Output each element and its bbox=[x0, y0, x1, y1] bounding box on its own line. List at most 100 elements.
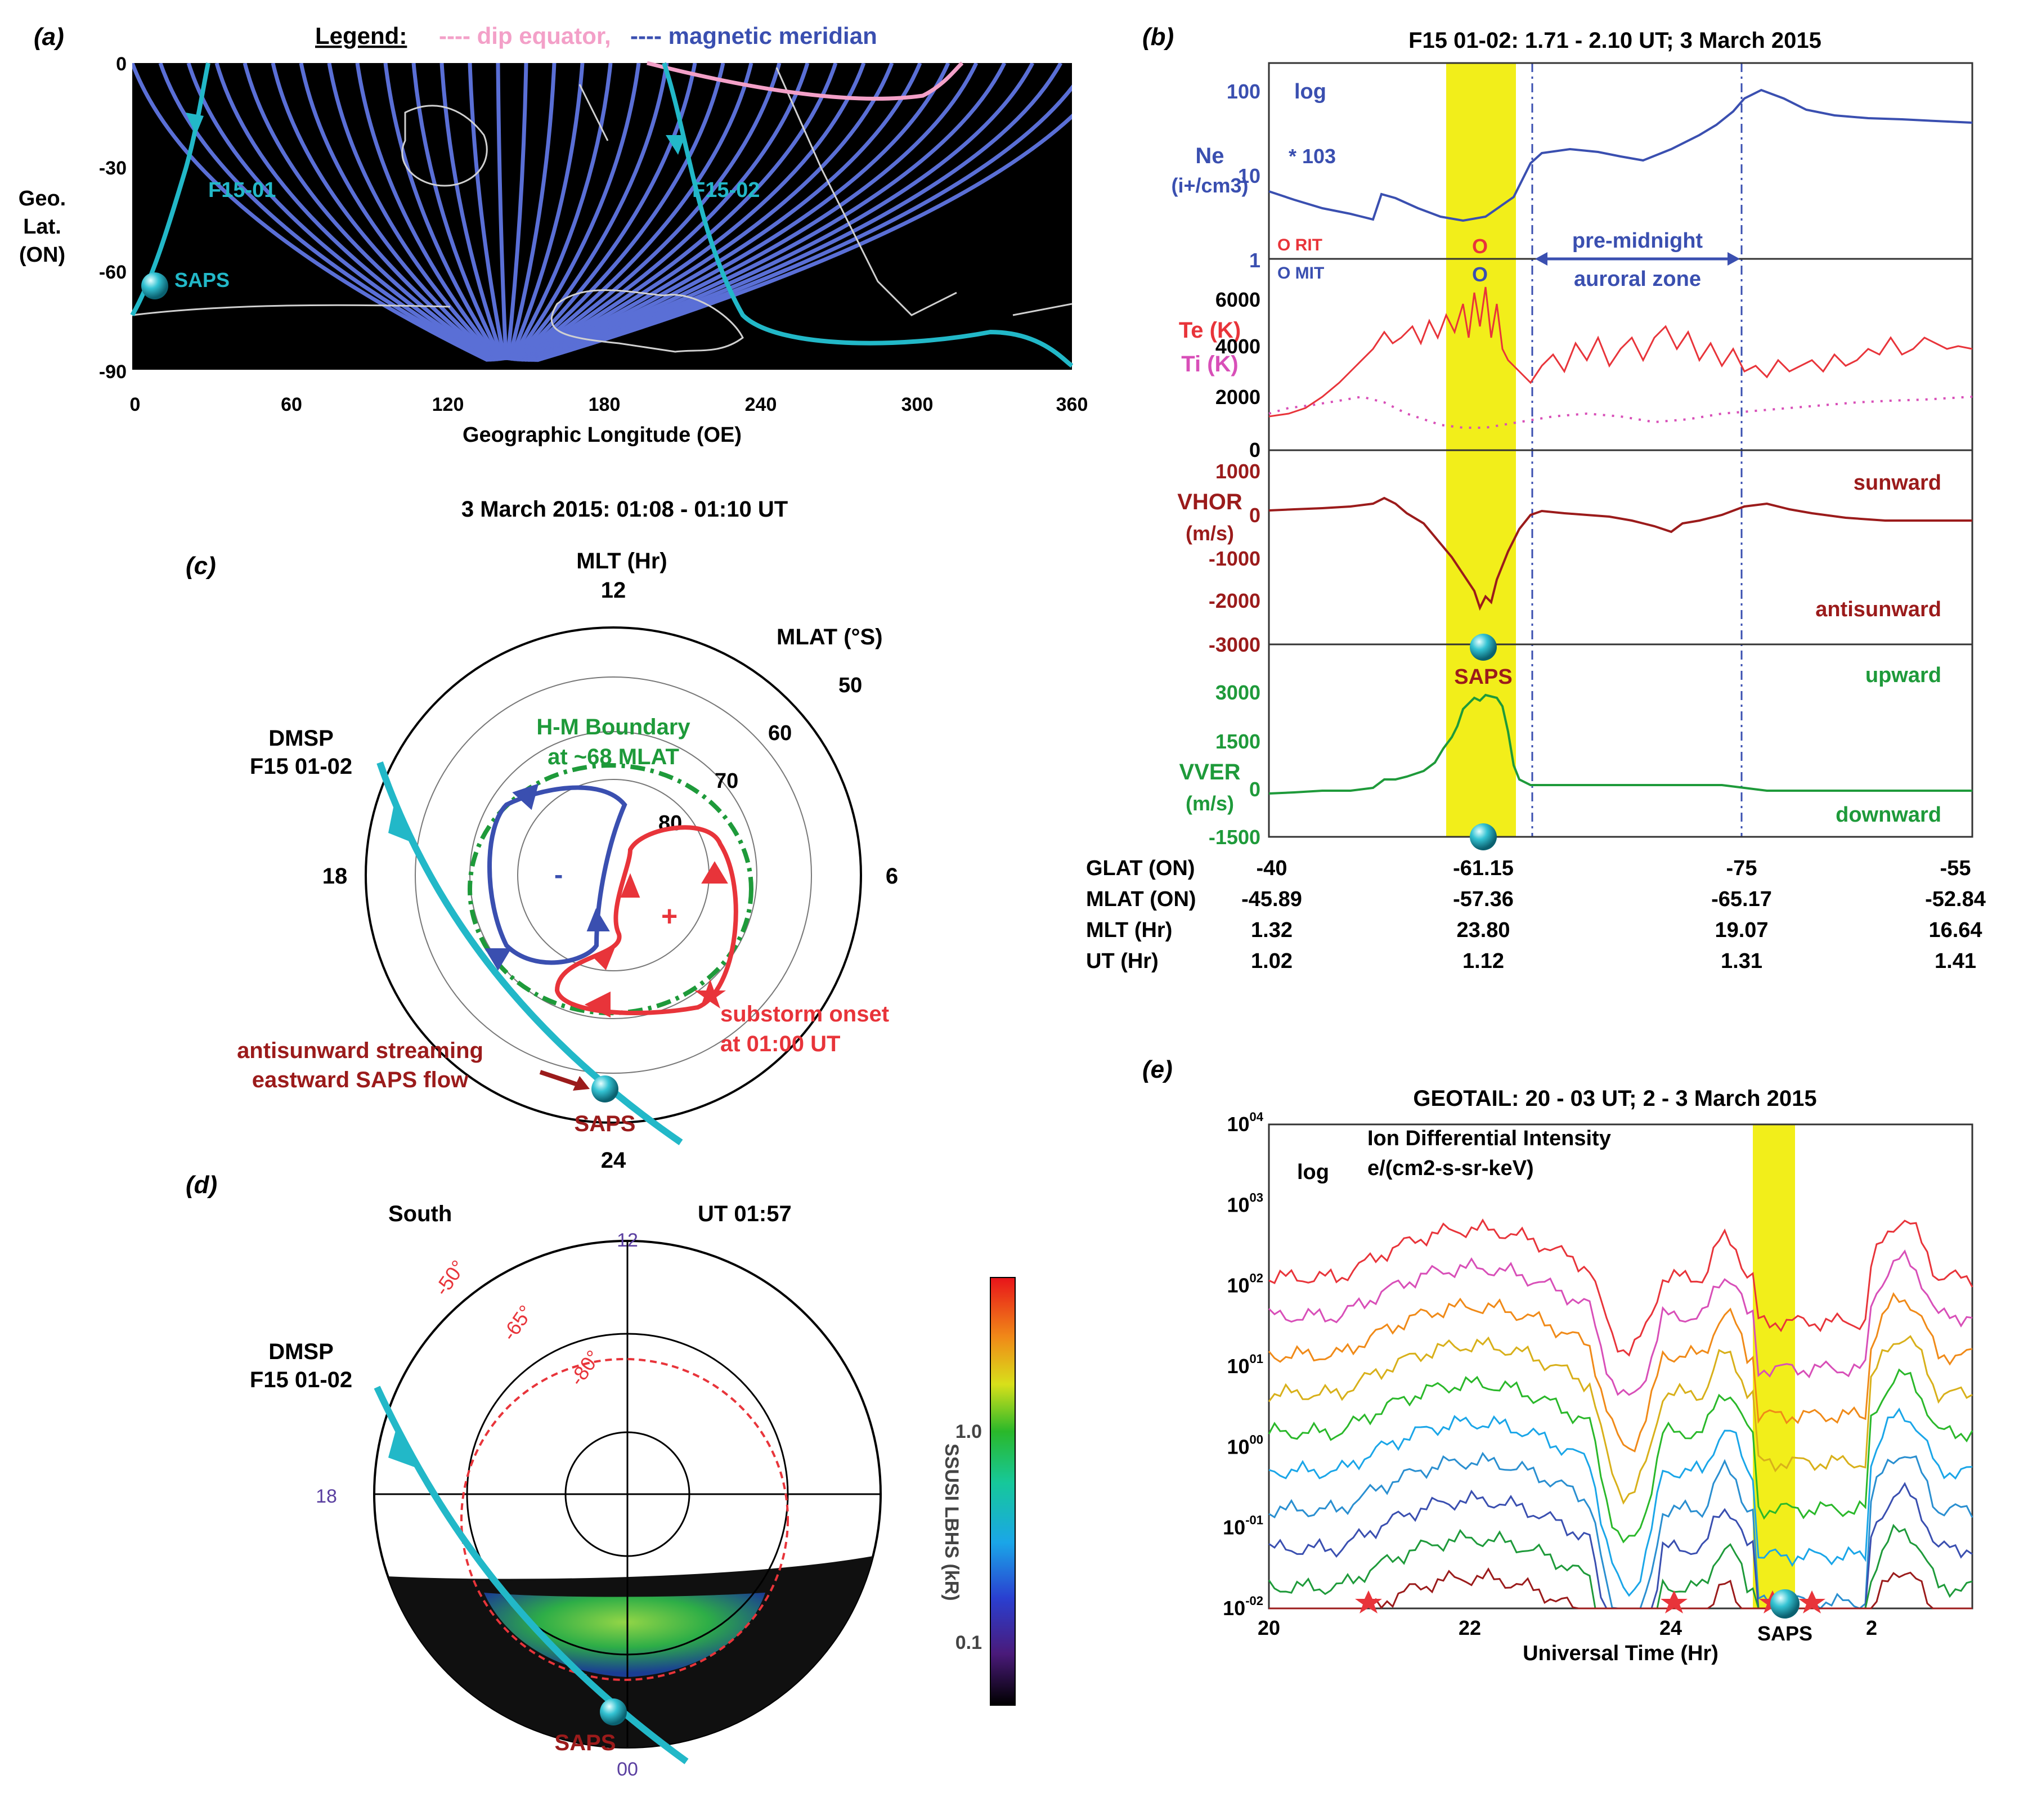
saps-flow-label-2: eastward SAPS flow bbox=[252, 1068, 469, 1092]
y-tick: 6000 bbox=[1215, 288, 1260, 311]
y-tick: 1000 bbox=[1215, 460, 1260, 483]
polar-ring-50 bbox=[365, 626, 862, 1124]
table-row-label: MLT (Hr) bbox=[1086, 918, 1172, 942]
ion-energy-channel-line bbox=[1268, 1249, 1973, 1396]
x-tick: 22 bbox=[1459, 1616, 1481, 1639]
mit-label: O MIT bbox=[1277, 264, 1324, 283]
te-line bbox=[1268, 286, 1973, 418]
arrow-left-icon bbox=[1535, 252, 1547, 266]
table-cell: 1.31 bbox=[1721, 949, 1762, 973]
y-tick: -60 bbox=[99, 262, 127, 283]
y-tick: 100 bbox=[1227, 80, 1260, 103]
table-cell: 19.07 bbox=[1715, 918, 1768, 942]
meridian-line bbox=[523, 63, 866, 362]
meridian-line bbox=[524, 63, 894, 362]
meridian-line bbox=[186, 63, 492, 362]
o-marker-mit: O bbox=[1472, 263, 1488, 286]
dip-equator-line bbox=[647, 61, 964, 101]
log-label: log bbox=[1297, 1160, 1329, 1184]
flow-arrow-icon bbox=[586, 908, 610, 931]
table-cell: -57.36 bbox=[1453, 887, 1514, 911]
meridian-line bbox=[383, 63, 502, 361]
ssusi-swath bbox=[374, 1548, 881, 1747]
table-cell: 16.64 bbox=[1928, 918, 1982, 942]
x-tick: 20 bbox=[1258, 1616, 1280, 1639]
y-tick: 10 bbox=[1238, 164, 1260, 187]
y-axis-label-2: Lat. bbox=[23, 215, 61, 239]
meridian-line bbox=[514, 63, 697, 362]
saps-marker bbox=[1770, 1589, 1800, 1619]
meridian-line bbox=[531, 63, 1007, 362]
panel-b-axis-table: GLAT (ON) MLAT (ON) MLT (Hr) UT (Hr) -40… bbox=[1086, 857, 1986, 973]
panel-e-title: GEOTAIL: 20 - 03 UT; 2 - 3 March 2015 bbox=[1413, 1086, 1816, 1111]
meridian-line bbox=[506, 63, 557, 361]
track-f15-01-label: F15-01 bbox=[208, 178, 276, 202]
x-tick: 120 bbox=[432, 394, 464, 415]
legend-title: Legend: bbox=[315, 23, 407, 49]
saps-label: SAPS bbox=[174, 268, 230, 292]
y-tick: 1 bbox=[1249, 249, 1260, 272]
y-tick: -30 bbox=[99, 158, 127, 179]
hemisphere-label: South bbox=[388, 1202, 452, 1226]
meridian-line bbox=[505, 63, 528, 361]
ion-intensity-lines bbox=[1268, 1218, 1973, 1610]
table-cell: 1.32 bbox=[1251, 918, 1293, 942]
table-row-label: GLAT (ON) bbox=[1086, 857, 1195, 880]
vhor-units: (m/s) bbox=[1186, 522, 1234, 545]
table-cell: -55 bbox=[1940, 857, 1971, 880]
ylabel-1: Ion Differential Intensity bbox=[1367, 1127, 1611, 1150]
y-tick: -3000 bbox=[1209, 633, 1260, 656]
table-row-label: UT (Hr) bbox=[1086, 949, 1159, 973]
y-tick: 10-01 bbox=[1223, 1513, 1263, 1539]
hm-boundary-label-2: at ~68 MLAT bbox=[548, 745, 679, 769]
track-arrow-icon bbox=[186, 113, 204, 135]
panel-e: (e) GEOTAIL: 20 - 03 UT; 2 - 3 March 201… bbox=[1142, 1056, 1973, 1665]
meridian-line bbox=[535, 84, 1072, 362]
y-tick: -1000 bbox=[1209, 547, 1260, 570]
mlt-24: 24 bbox=[601, 1148, 626, 1173]
meridian-line bbox=[510, 63, 613, 361]
meridian-line bbox=[536, 114, 1072, 362]
x-tick: 180 bbox=[589, 394, 621, 415]
mlt-00: 00 bbox=[617, 1759, 638, 1780]
track-f15-02 bbox=[662, 62, 1074, 368]
track-f15-02-label: F15-02 bbox=[692, 178, 760, 202]
table-cell: -61.15 bbox=[1453, 857, 1514, 880]
mlt-12: 12 bbox=[601, 578, 626, 603]
mlt-axis-label: MLT (Hr) bbox=[576, 549, 667, 573]
arrow-right-icon bbox=[1728, 252, 1740, 266]
meridian-line bbox=[519, 63, 782, 362]
dmsp-label-1: DMSP bbox=[268, 726, 334, 751]
meridian-line bbox=[271, 63, 496, 362]
dmsp-label-2: F15 01-02 bbox=[250, 754, 352, 779]
meridian-line bbox=[508, 63, 585, 361]
flow-arrow-icon bbox=[512, 783, 539, 810]
table-cell: -65.17 bbox=[1711, 887, 1772, 911]
upward-label: upward bbox=[1865, 664, 1941, 687]
meridian-line bbox=[496, 63, 508, 361]
panel-d-label: (d) bbox=[186, 1171, 217, 1199]
panel-b-label: (b) bbox=[1142, 23, 1174, 51]
y-axis-label-1: Geo. bbox=[19, 187, 66, 210]
substorm-label-1: substorm onset bbox=[720, 1002, 889, 1026]
meridian-line bbox=[158, 63, 490, 362]
y-tick: 1001 bbox=[1227, 1352, 1263, 1378]
panel-c-label: (c) bbox=[186, 552, 216, 580]
table-cell: 1.02 bbox=[1251, 949, 1293, 973]
ne-line bbox=[1268, 88, 1973, 222]
table-cell: 23.80 bbox=[1456, 918, 1510, 942]
temp-y-ticks: 6000 4000 2000 0 bbox=[1215, 288, 1260, 461]
panel-b-title: F15 01-02: 1.71 - 2.10 UT; 3 March 2015 bbox=[1408, 28, 1821, 53]
aurora-label-1: pre-midnight bbox=[1572, 229, 1703, 253]
saps-marker bbox=[591, 1075, 618, 1102]
convection-cell-blue bbox=[487, 785, 627, 965]
x-tick: 24 bbox=[1659, 1616, 1682, 1639]
saps-marker bbox=[1470, 823, 1497, 850]
boundary-80-dashed bbox=[460, 1358, 789, 1681]
panel-b-frames bbox=[1268, 62, 1973, 838]
ion-energy-channel-line bbox=[1268, 1292, 1973, 1453]
ion-energy-channel-line bbox=[1268, 1335, 1973, 1505]
plus-potential: + bbox=[661, 900, 678, 932]
flow-arrow-icon bbox=[620, 873, 640, 898]
